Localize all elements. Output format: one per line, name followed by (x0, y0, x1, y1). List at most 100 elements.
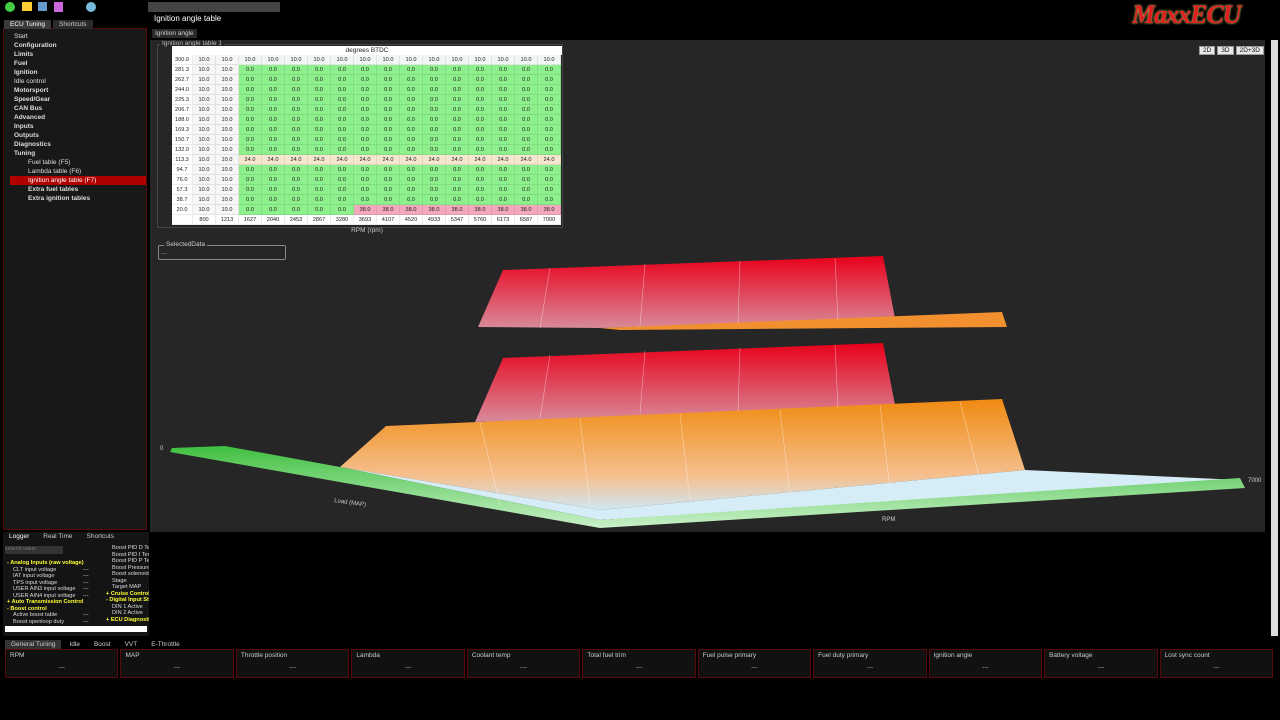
table-cell[interactable]: 24.0 (469, 155, 492, 165)
tab[interactable]: Logger (9, 533, 30, 540)
table-cell[interactable]: 0.0 (331, 185, 354, 195)
table-cell[interactable]: 0.0 (285, 185, 308, 195)
table-cell[interactable]: 0.0 (377, 65, 400, 75)
table-cell[interactable]: 0.0 (354, 135, 377, 145)
table-cell[interactable]: 0.0 (331, 145, 354, 155)
table-cell[interactable]: 0.0 (262, 75, 285, 85)
search-field[interactable]: search value (5, 546, 63, 554)
table-cell[interactable]: 38.0 (423, 205, 446, 215)
table-cell[interactable]: 0.0 (308, 205, 331, 215)
table-cell[interactable]: 10.0 (193, 175, 216, 185)
table-cell[interactable]: 0.0 (285, 195, 308, 205)
table-cell[interactable]: 10.0 (492, 55, 515, 65)
table-cell[interactable]: 0.0 (377, 165, 400, 175)
table-cell[interactable]: 0.0 (400, 135, 423, 145)
table-cell[interactable]: 0.0 (262, 85, 285, 95)
table-cell[interactable]: 0.0 (285, 165, 308, 175)
table-cell[interactable]: 0.0 (492, 145, 515, 155)
tree-item[interactable]: Advanced (14, 114, 46, 121)
scrollbar[interactable] (1271, 40, 1278, 636)
table-cell[interactable]: 0.0 (285, 65, 308, 75)
table-cell[interactable]: 0.0 (492, 135, 515, 145)
table-cell[interactable]: 0.0 (423, 175, 446, 185)
table-cell[interactable]: 0.0 (262, 165, 285, 175)
table-cell[interactable]: 0.0 (331, 135, 354, 145)
table-cell[interactable]: 0.0 (538, 95, 561, 105)
table-cell[interactable]: 10.0 (216, 195, 239, 205)
table-cell[interactable]: 24.0 (354, 155, 377, 165)
table-cell[interactable]: 0.0 (308, 175, 331, 185)
table-cell[interactable]: 0.0 (400, 175, 423, 185)
table-cell[interactable]: 0.0 (285, 175, 308, 185)
table-cell[interactable]: 0.0 (469, 65, 492, 75)
scrollbar[interactable] (5, 626, 147, 632)
table-cell[interactable]: 0.0 (538, 85, 561, 95)
table-cell[interactable]: 0.0 (446, 85, 469, 95)
table-cell[interactable]: 0.0 (239, 205, 262, 215)
table-cell[interactable]: 0.0 (400, 85, 423, 95)
table-cell[interactable]: 0.0 (354, 95, 377, 105)
table-cell[interactable]: 0.0 (285, 135, 308, 145)
table-cell[interactable]: 0.0 (354, 115, 377, 125)
table-cell[interactable]: 0.0 (492, 85, 515, 95)
table-cell[interactable]: 0.0 (423, 165, 446, 175)
table-cell[interactable]: 0.0 (308, 125, 331, 135)
table-cell[interactable]: 0.0 (262, 135, 285, 145)
table-cell[interactable]: 0.0 (400, 115, 423, 125)
table-cell[interactable]: 0.0 (308, 75, 331, 85)
table-cell[interactable]: 0.0 (446, 175, 469, 185)
table-cell[interactable]: 0.0 (377, 125, 400, 135)
tab[interactable]: ECU Tuning (4, 20, 52, 29)
tab[interactable]: Boost (93, 641, 111, 648)
table-cell[interactable]: 10.0 (400, 55, 423, 65)
table-cell[interactable]: 10.0 (193, 85, 216, 95)
tab[interactable]: Shortcuts (53, 20, 93, 29)
table-cell[interactable]: 0.0 (423, 85, 446, 95)
table-cell[interactable]: 0.0 (515, 85, 538, 95)
table-cell[interactable]: 10.0 (216, 155, 239, 165)
table-cell[interactable]: 10.0 (193, 195, 216, 205)
table-cell[interactable]: 0.0 (492, 65, 515, 75)
table-cell[interactable]: 0.0 (446, 135, 469, 145)
table-cell[interactable]: 0.0 (400, 125, 423, 135)
table-cell[interactable]: 0.0 (400, 105, 423, 115)
tab[interactable]: Shortcuts (86, 533, 114, 540)
tree-item[interactable]: Start (14, 33, 28, 40)
table-cell[interactable]: 0.0 (262, 195, 285, 205)
table-cell[interactable]: 0.0 (354, 75, 377, 85)
table-cell[interactable]: 24.0 (492, 155, 515, 165)
table-cell[interactable]: 10.0 (216, 175, 239, 185)
table-cell[interactable]: 24.0 (285, 155, 308, 165)
table-cell[interactable]: 10.0 (193, 75, 216, 85)
table-cell[interactable]: 0.0 (239, 65, 262, 75)
table-cell[interactable]: 0.0 (423, 135, 446, 145)
table-cell[interactable]: 0.0 (285, 205, 308, 215)
tree-item[interactable]: Extra ignition tables (28, 195, 91, 202)
view-button[interactable]: 2D (1198, 46, 1216, 55)
table-cell[interactable]: 0.0 (239, 115, 262, 125)
table-cell[interactable]: 0.0 (331, 115, 354, 125)
tree-item[interactable]: Configuration (14, 42, 57, 49)
table-cell[interactable]: 10.0 (285, 55, 308, 65)
table-cell[interactable]: 0.0 (285, 145, 308, 155)
search-box[interactable] (148, 2, 280, 12)
table-cell[interactable]: 0.0 (469, 185, 492, 195)
table-cell[interactable]: 0.0 (469, 175, 492, 185)
table-cell[interactable]: 10.0 (216, 125, 239, 135)
table-cell[interactable]: 0.0 (446, 65, 469, 75)
table-cell[interactable]: 0.0 (354, 65, 377, 75)
table-cell[interactable]: 0.0 (239, 185, 262, 195)
table-cell[interactable]: 0.0 (515, 95, 538, 105)
table-cell[interactable]: 0.0 (446, 195, 469, 205)
table-cell[interactable]: 0.0 (446, 165, 469, 175)
tree-item[interactable]: Extra fuel tables (28, 186, 79, 193)
table-cell[interactable]: 10.0 (193, 115, 216, 125)
table-cell[interactable]: 0.0 (538, 185, 561, 195)
table-cell[interactable]: 10.0 (193, 205, 216, 215)
table-cell[interactable]: 0.0 (262, 125, 285, 135)
table-cell[interactable]: 0.0 (354, 145, 377, 155)
table-cell[interactable]: 0.0 (469, 75, 492, 85)
table-cell[interactable]: 0.0 (239, 95, 262, 105)
table-cell[interactable]: 10.0 (216, 205, 239, 215)
table-cell[interactable]: 0.0 (469, 145, 492, 155)
